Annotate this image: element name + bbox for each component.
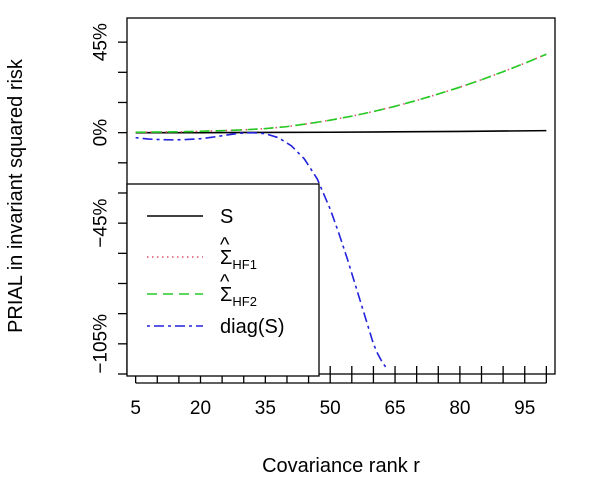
legend-label: ΣHF1 [220,247,257,272]
series-line-2 [135,53,547,134]
y-tick-label: 0% [91,119,112,147]
y-tick-label: −105% [91,314,112,374]
series-line-1 [135,53,547,134]
series-group [135,53,547,369]
x-tick-label: 65 [384,398,405,419]
x-tick-label: 35 [255,398,276,419]
y-tick-label: 45% [91,23,112,61]
series-line-0 [135,129,547,134]
x-tick-label: 50 [320,398,341,419]
x-axis-title: Covariance rank r [262,455,420,477]
hat-accent-icon: ^ [220,234,230,256]
x-tick-label: 95 [514,398,535,419]
legend-label: diag(S) [220,316,284,338]
series-line-3 [135,131,388,369]
x-tick-label: 5 [130,398,141,419]
x-tick-label: 80 [449,398,470,419]
hat-accent-icon: ^ [220,271,230,293]
y-axis-title: PRIAL in invariant squared risk [5,58,27,333]
legend-label: ΣHF2 [220,284,257,309]
x-tick-label: 20 [190,398,211,419]
y-tick-label: −45% [91,198,112,247]
axes: −105% −45% 0% 45% 5 20 35 50 65 80 95 [91,23,548,419]
legend-label: S [220,206,233,228]
